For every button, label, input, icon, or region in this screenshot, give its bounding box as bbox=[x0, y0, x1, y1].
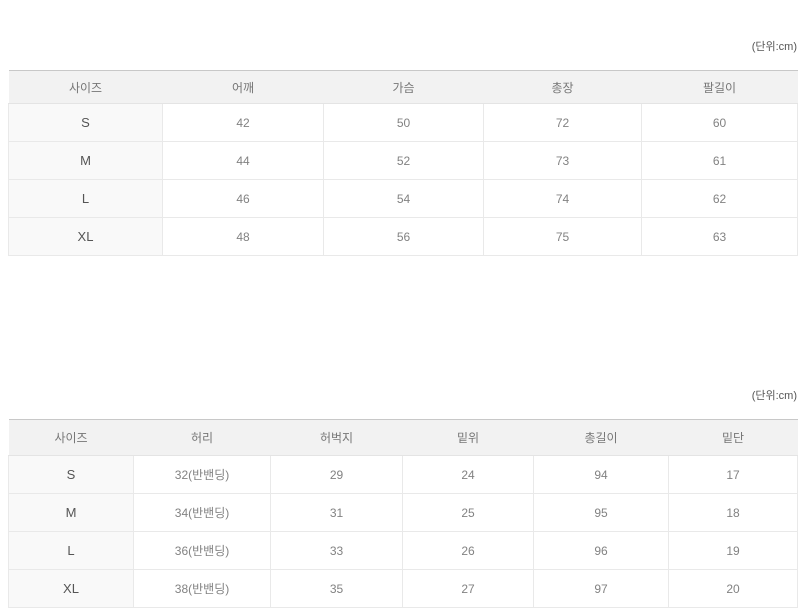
column-header: 총길이 bbox=[533, 419, 669, 456]
value-cell: 34(반밴딩) bbox=[133, 493, 271, 532]
value-cell: 20 bbox=[668, 569, 798, 608]
value-cell: 56 bbox=[323, 217, 484, 256]
value-cell: 36(반밴딩) bbox=[133, 531, 271, 570]
size-cell: XL bbox=[8, 569, 134, 608]
table-row: XL 48 56 75 63 bbox=[8, 217, 798, 256]
size-cell: XL bbox=[8, 217, 163, 256]
column-header: 총장 bbox=[483, 70, 642, 104]
value-cell: 29 bbox=[270, 455, 403, 494]
table-row: XL 38(반밴딩) 35 27 97 20 bbox=[8, 569, 798, 608]
value-cell: 74 bbox=[483, 179, 642, 218]
value-cell: 94 bbox=[533, 455, 669, 494]
value-cell: 96 bbox=[533, 531, 669, 570]
size-cell: S bbox=[8, 455, 134, 494]
value-cell: 19 bbox=[668, 531, 798, 570]
table-row: S 42 50 72 60 bbox=[8, 103, 798, 142]
value-cell: 61 bbox=[641, 141, 798, 180]
size-cell: L bbox=[8, 179, 163, 218]
value-cell: 42 bbox=[162, 103, 324, 142]
table-row: M 34(반밴딩) 31 25 95 18 bbox=[8, 493, 798, 532]
bottoms-size-table: 사이즈 허리 허벅지 밑위 총길이 밑단 S 32(반밴딩) 29 24 94 17 M 34(반밴딩)… bbox=[8, 419, 798, 608]
value-cell: 38(반밴딩) bbox=[133, 569, 271, 608]
value-cell: 35 bbox=[270, 569, 403, 608]
value-cell: 44 bbox=[162, 141, 324, 180]
size-cell: S bbox=[8, 103, 163, 142]
column-header: 가슴 bbox=[323, 70, 484, 104]
value-cell: 31 bbox=[270, 493, 403, 532]
table-row: M 44 52 73 61 bbox=[8, 141, 798, 180]
value-cell: 18 bbox=[668, 493, 798, 532]
header-row: 사이즈 허리 허벅지 밑위 총길이 밑단 bbox=[8, 419, 798, 456]
value-cell: 48 bbox=[162, 217, 324, 256]
table-row: L 36(반밴딩) 33 26 96 19 bbox=[8, 531, 798, 570]
header-row: 사이즈 어깨 가슴 총장 팔길이 bbox=[8, 70, 798, 104]
table-row: S 32(반밴딩) 29 24 94 17 bbox=[8, 455, 798, 494]
value-cell: 95 bbox=[533, 493, 669, 532]
column-header: 밑위 bbox=[402, 419, 534, 456]
value-cell: 50 bbox=[323, 103, 484, 142]
value-cell: 33 bbox=[270, 531, 403, 570]
value-cell: 46 bbox=[162, 179, 324, 218]
unit-label: (단위:cm) bbox=[751, 390, 797, 402]
value-cell: 25 bbox=[402, 493, 534, 532]
size-cell: L bbox=[8, 531, 134, 570]
value-cell: 62 bbox=[641, 179, 798, 218]
value-cell: 54 bbox=[323, 179, 484, 218]
value-cell: 75 bbox=[483, 217, 642, 256]
value-cell: 60 bbox=[641, 103, 798, 142]
column-header: 사이즈 bbox=[8, 419, 134, 456]
value-cell: 24 bbox=[402, 455, 534, 494]
size-cell: M bbox=[8, 141, 163, 180]
value-cell: 72 bbox=[483, 103, 642, 142]
table-row: L 46 54 74 62 bbox=[8, 179, 798, 218]
column-header: 밑단 bbox=[668, 419, 798, 456]
size-cell: M bbox=[8, 493, 134, 532]
unit-label: (단위:cm) bbox=[751, 41, 797, 53]
column-header: 허벅지 bbox=[270, 419, 403, 456]
value-cell: 63 bbox=[641, 217, 798, 256]
column-header: 허리 bbox=[133, 419, 271, 456]
tops-size-table: 사이즈 어깨 가슴 총장 팔길이 S 42 50 72 60 M 44 52 73 61 L 46 54 74 62… bbox=[8, 70, 798, 256]
value-cell: 73 bbox=[483, 141, 642, 180]
value-cell: 52 bbox=[323, 141, 484, 180]
value-cell: 17 bbox=[668, 455, 798, 494]
value-cell: 32(반밴딩) bbox=[133, 455, 271, 494]
column-header: 어깨 bbox=[162, 70, 324, 104]
value-cell: 27 bbox=[402, 569, 534, 608]
value-cell: 26 bbox=[402, 531, 534, 570]
value-cell: 97 bbox=[533, 569, 669, 608]
column-header: 사이즈 bbox=[8, 70, 163, 104]
column-header: 팔길이 bbox=[641, 70, 798, 104]
